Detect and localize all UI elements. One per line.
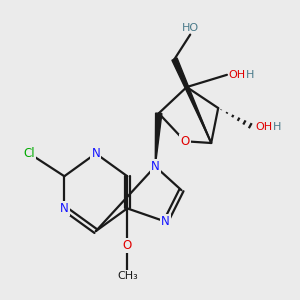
Text: Cl: Cl <box>24 147 35 160</box>
Text: OH: OH <box>229 70 246 80</box>
Text: CH₃: CH₃ <box>117 271 138 281</box>
Text: OH: OH <box>255 122 272 132</box>
Text: O: O <box>123 239 132 252</box>
Text: N: N <box>60 202 69 215</box>
Text: N: N <box>151 160 160 173</box>
Text: O: O <box>180 135 190 148</box>
Polygon shape <box>172 58 211 143</box>
Text: N: N <box>161 215 170 228</box>
Text: HO: HO <box>182 23 199 33</box>
Text: H: H <box>246 70 254 80</box>
Text: N: N <box>92 147 100 160</box>
Text: H: H <box>272 122 281 132</box>
Polygon shape <box>155 113 162 166</box>
